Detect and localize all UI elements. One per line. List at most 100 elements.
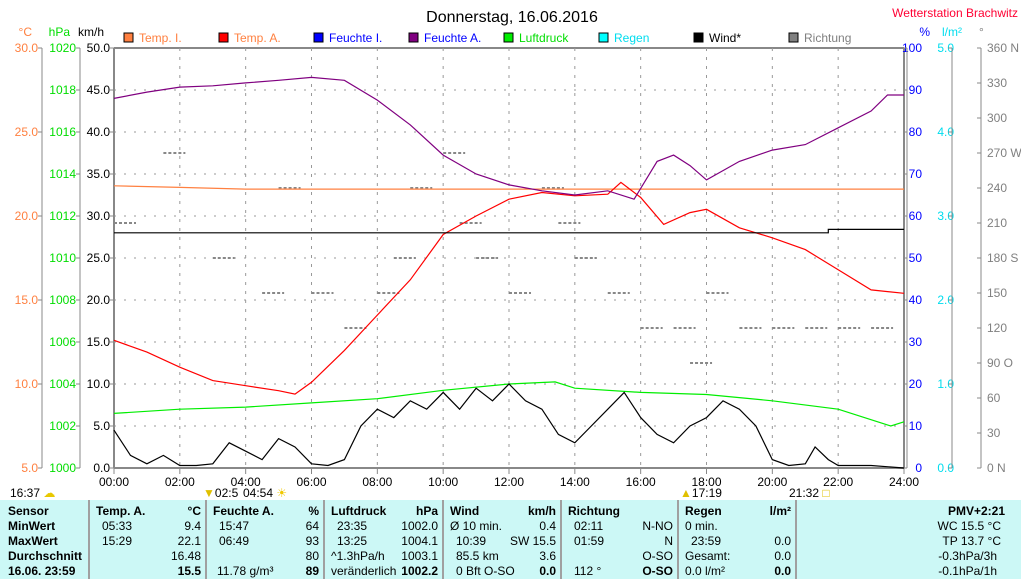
sun-icon: ☀ xyxy=(276,486,288,500)
header-rain: Regen xyxy=(685,504,722,518)
axis-tick-label-temp: 10.0 xyxy=(15,377,39,391)
axis-tick-label-pressure: 1020 xyxy=(49,41,76,55)
cell: 01:59 xyxy=(574,534,605,548)
cell: 15:29 xyxy=(102,534,133,548)
legend-swatch xyxy=(503,32,514,43)
cell: 0.0 xyxy=(774,564,791,578)
moon-icon: ▲ xyxy=(680,486,692,500)
unit: hPa xyxy=(415,504,438,518)
marker-sunset: 21:32 □ xyxy=(789,487,830,500)
axis-tick-label-humidity: 70 xyxy=(909,167,923,181)
axis-tick-label-direction: 300 xyxy=(987,111,1007,125)
marker-moon: ▼02:5 xyxy=(203,487,238,500)
axis-tick-label-wind: 40.0 xyxy=(87,125,111,139)
marker-time: 04:54 xyxy=(243,486,274,500)
legend-label: Wind* xyxy=(709,31,741,45)
col-temp: Temp. A. °C 05:33 9.4 15:29 22.1 16.48 1… xyxy=(88,500,205,579)
cell: 16.48 xyxy=(170,549,201,563)
axis-tick-label-rain: 1.0 xyxy=(937,377,954,391)
axis-unit-humidity: % xyxy=(919,25,930,39)
axis-tick-label-temp: 15.0 xyxy=(15,293,39,307)
cell: N xyxy=(664,534,673,548)
cell: TP 13.7 °C xyxy=(942,534,1001,548)
legend-label: Richtung xyxy=(804,31,851,45)
cell: Ø 10 min. xyxy=(450,519,503,533)
cell: 0.0 xyxy=(774,549,791,563)
cell: 1003.1 xyxy=(401,549,438,563)
series-feuchte-a- xyxy=(113,76,904,200)
x-tick-label: 10:00 xyxy=(428,475,458,486)
series-temp-a- xyxy=(113,181,905,395)
axis-tick-label-direction: 210 xyxy=(987,216,1007,230)
legend-label: Feuchte A. xyxy=(424,31,481,45)
marker-time: 17:19 xyxy=(691,486,722,500)
legend-swatch xyxy=(693,32,704,43)
legend-label: Regen xyxy=(614,31,649,45)
axis-tick-label-pressure: 1010 xyxy=(49,251,76,265)
cell: 15.5 xyxy=(177,564,201,578)
x-tick-label: 06:00 xyxy=(296,475,326,486)
axis-tick-label-humidity: 60 xyxy=(909,209,923,223)
axis-tick-label-humidity: 80 xyxy=(909,125,923,139)
header-wind: Wind xyxy=(450,504,480,518)
x-tick-label: 24:00 xyxy=(889,475,919,486)
cell: veränderlich xyxy=(331,564,397,578)
cell: 3.6 xyxy=(539,549,556,563)
axis-tick-label-direction: 330 xyxy=(987,76,1007,90)
cell: 0 Bft O-SO xyxy=(456,564,515,578)
unit: % xyxy=(308,504,319,518)
chart-title: Donnerstag, 16.06.2016 xyxy=(426,9,598,26)
axis-tick-label-temp: 5.0 xyxy=(21,461,38,475)
cell: 23:59 xyxy=(691,534,722,548)
axis-unit-temp: °C xyxy=(19,25,33,39)
axis-tick-label-wind: 50.0 xyxy=(87,41,111,55)
cell: WC 15.5 °C xyxy=(937,519,1001,533)
cloud-icon: ☁ xyxy=(43,486,56,500)
cell: 06:49 xyxy=(219,534,250,548)
axis-tick-label-rain: 0.0 xyxy=(937,461,954,475)
header-pressure: Luftdruck xyxy=(331,504,387,518)
axis-tick-label-pressure: 1000 xyxy=(49,461,76,475)
axis-tick-label-humidity: 10 xyxy=(909,419,923,433)
marker-time: 21:32 xyxy=(789,486,820,500)
cell: ^1.3hPa/h xyxy=(331,549,385,563)
cell: 1002.2 xyxy=(401,564,438,578)
row-label-max: MaxWert xyxy=(8,534,58,548)
legend-swatch xyxy=(788,32,799,43)
header-sensor: Sensor xyxy=(8,504,49,518)
x-tick-label: 00:00 xyxy=(99,475,129,486)
cell: 23:35 xyxy=(337,519,368,533)
axis-tick-label-humidity: 0 xyxy=(915,461,922,475)
cell: 15:47 xyxy=(219,519,250,533)
legend-swatch xyxy=(123,32,134,43)
marker-sunrise: 04:54 ☀ xyxy=(243,487,287,500)
axis-tick-label-direction: 60 xyxy=(987,391,1001,405)
axis-tick-label-wind: 15.0 xyxy=(87,335,111,349)
cell: 64 xyxy=(305,519,319,533)
legend-label: Feuchte I. xyxy=(329,31,382,45)
axis-tick-label-humidity: 30 xyxy=(909,335,923,349)
axis-tick-label-temp: 30.0 xyxy=(15,41,39,55)
legend-swatch xyxy=(218,32,229,43)
header-humidity: Feuchte A. xyxy=(213,504,274,518)
axis-tick-label-humidity: 40 xyxy=(909,293,923,307)
series-temp-i- xyxy=(113,185,904,190)
series-wind- xyxy=(113,383,905,469)
axis-tick-label-direction: 360 N xyxy=(987,41,1019,55)
x-tick-label: 20:00 xyxy=(757,475,787,486)
cell: 93 xyxy=(305,534,319,548)
cell: O-SO xyxy=(642,549,673,563)
cell: 10:39 xyxy=(456,534,487,548)
col-humidity: Feuchte A. % 15:47 64 06:49 93 80 11.78 … xyxy=(205,500,323,579)
legend-label: Temp. A. xyxy=(234,31,281,45)
unit: °C xyxy=(187,504,201,518)
axis-tick-label-pressure: 1006 xyxy=(49,335,76,349)
cell: 0.0 xyxy=(539,564,556,578)
cell: 9.4 xyxy=(184,519,201,533)
cell: 1004.1 xyxy=(401,534,438,548)
cell: 05:33 xyxy=(102,519,133,533)
unit: l/m² xyxy=(769,504,791,518)
legend-swatch xyxy=(313,32,324,43)
axis-tick-label-direction: 90 O xyxy=(987,356,1013,370)
col-wind: Wind km/h Ø 10 min. 0.4 10:39 SW 15.5 85… xyxy=(442,500,560,579)
